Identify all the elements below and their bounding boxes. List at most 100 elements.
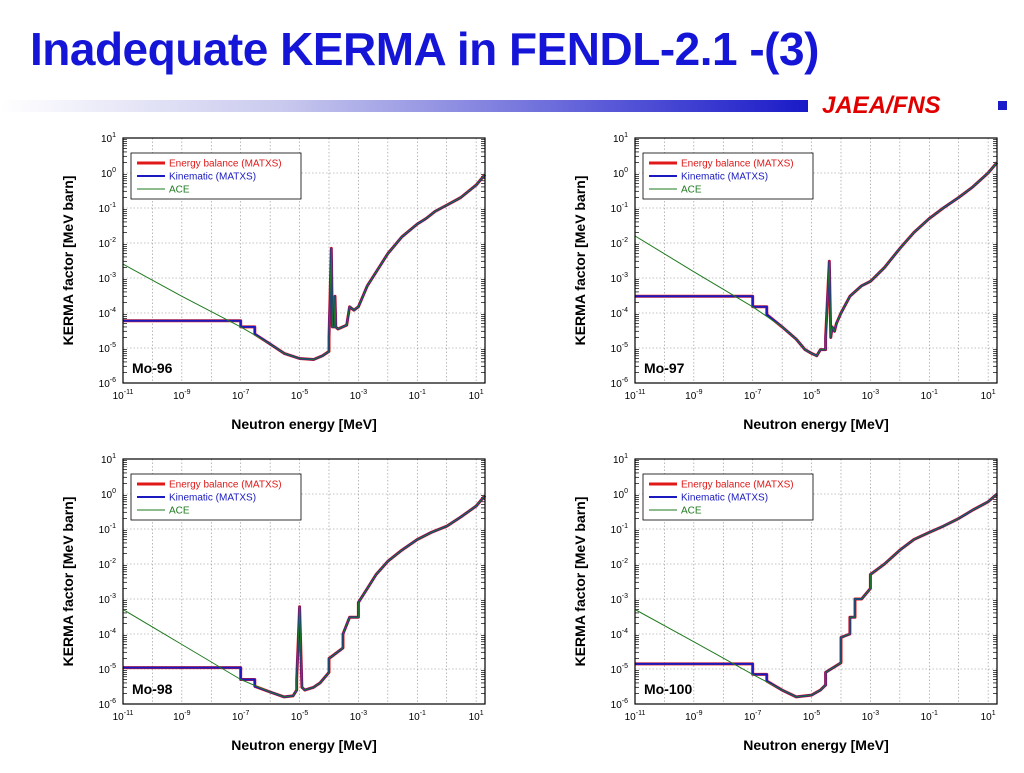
y-tick-label: 10-3 <box>611 593 628 606</box>
plot-frame <box>122 458 486 705</box>
y-axis-label: KERMA factor [MeV barn] <box>60 497 76 667</box>
y-tick-label: 10-5 <box>99 342 116 355</box>
x-tick-label: 10-5 <box>291 710 308 723</box>
x-tick-label: 10-5 <box>803 710 820 723</box>
y-axis-label: KERMA factor [MeV barn] <box>572 497 588 667</box>
y-tick-label: 100 <box>101 488 116 501</box>
y-tick-label: 10-4 <box>611 307 628 320</box>
y-tick-label: 10-1 <box>611 523 628 536</box>
x-tick-label: 10-5 <box>803 389 820 402</box>
y-tick-label: 100 <box>101 167 116 180</box>
x-tick-label: 10-3 <box>350 389 367 402</box>
x-tick-label: 10-11 <box>625 710 646 723</box>
x-axis-label: Neutron energy [MeV] <box>743 416 888 432</box>
legend-label: Kinematic (MATXS) <box>169 493 256 504</box>
series-line-ace <box>634 493 998 698</box>
minor-ticks <box>123 460 485 694</box>
x-tick-label: 10-9 <box>685 389 702 402</box>
y-tick-label: 10-6 <box>611 377 628 390</box>
y-axis-label: KERMA factor [MeV barn] <box>60 176 76 346</box>
legend-label: ACE <box>681 185 702 196</box>
x-tick-label: 10-1 <box>921 710 938 723</box>
legend-label: Kinematic (MATXS) <box>681 172 768 183</box>
y-tick-label: 10-2 <box>611 237 628 250</box>
brand-label: JAEA/FNS <box>822 92 941 119</box>
chart-svg: 10-11 10-9 10-7 10-5 10-3 10-1 101 10-6 10-5 10-4… <box>60 132 487 432</box>
plot-frame <box>634 458 998 705</box>
y-tick-label: 10-5 <box>611 342 628 355</box>
y-tick-label: 100 <box>613 488 628 501</box>
chart-panel-mo98: 10-11 10-9 10-7 10-5 10-3 10-1 101 10-6 10-5 10-4… <box>0 446 512 768</box>
y-tick-label: 10-1 <box>99 523 116 536</box>
grid-lines <box>123 459 485 704</box>
x-tick-label: 10-1 <box>921 389 938 402</box>
x-tick-label: 10-7 <box>744 710 761 723</box>
minor-ticks <box>635 139 997 373</box>
y-axis-label: KERMA factor [MeV barn] <box>572 176 588 346</box>
x-tick-label: 101 <box>469 389 484 402</box>
chart-svg: 10-11 10-9 10-7 10-5 10-3 10-1 101 10-6 10-5 10-4… <box>60 453 487 753</box>
chart-panel-mo97: 10-11 10-9 10-7 10-5 10-3 10-1 101 10-6 10-5 10-4… <box>512 125 1024 447</box>
x-tick-label: 10-9 <box>173 389 190 402</box>
x-tick-label: 10-7 <box>232 389 249 402</box>
legend-label: Energy balance (MATXS) <box>169 480 282 491</box>
chart-svg: 10-11 10-9 10-7 10-5 10-3 10-1 101 10-6 10-5 10-4… <box>572 453 998 753</box>
x-tick-label: 10-9 <box>173 710 190 723</box>
y-tick-label: 10-1 <box>99 202 116 215</box>
isotope-label: Mo-100 <box>644 681 692 697</box>
legend: Energy balance (MATXS) Kinematic (MATXS) A… <box>642 152 814 200</box>
y-tick-label: 10-1 <box>611 202 628 215</box>
x-tick-label: 10-1 <box>409 710 426 723</box>
y-tick-label: 101 <box>613 132 628 145</box>
plot-frame <box>634 137 998 384</box>
y-tick-label: 10-3 <box>99 593 116 606</box>
minor-ticks <box>635 460 997 694</box>
y-tick-label: 10-6 <box>99 698 116 711</box>
y-tick-label: 101 <box>101 132 116 145</box>
legend-label: Kinematic (MATXS) <box>169 172 256 183</box>
y-tick-label: 100 <box>613 167 628 180</box>
isotope-label: Mo-98 <box>132 681 173 697</box>
y-tick-label: 10-6 <box>611 698 628 711</box>
y-tick-label: 101 <box>101 453 116 466</box>
y-tick-label: 10-6 <box>99 377 116 390</box>
legend-label: ACE <box>169 506 190 517</box>
x-tick-label: 10-11 <box>113 389 134 402</box>
chart-svg: 10-11 10-9 10-7 10-5 10-3 10-1 101 10-6 10-5 10-4… <box>572 132 999 432</box>
x-tick-label: 10-11 <box>113 710 134 723</box>
x-tick-label: 10-7 <box>744 389 761 402</box>
x-tick-label: 10-11 <box>625 389 646 402</box>
x-tick-label: 10-1 <box>409 389 426 402</box>
minor-ticks <box>123 139 485 373</box>
legend-label: Kinematic (MATXS) <box>681 493 768 504</box>
legend-label: Energy balance (MATXS) <box>169 159 282 170</box>
chart-panel-mo100: 10-11 10-9 10-7 10-5 10-3 10-1 101 10-6 10-5 10-4… <box>512 446 1024 768</box>
y-tick-label: 10-5 <box>99 663 116 676</box>
x-tick-label: 10-9 <box>685 710 702 723</box>
x-tick-label: 101 <box>981 389 996 402</box>
legend-label: Energy balance (MATXS) <box>681 159 794 170</box>
y-tick-label: 10-3 <box>611 272 628 285</box>
y-tick-label: 10-4 <box>611 628 628 641</box>
y-tick-label: 10-4 <box>99 628 116 641</box>
x-tick-label: 10-5 <box>291 389 308 402</box>
y-tick-label: 10-5 <box>611 663 628 676</box>
slide-title: Inadequate KERMA in FENDL-2.1 -(3) <box>30 23 819 75</box>
y-tick-label: 10-2 <box>611 558 628 571</box>
legend: Energy balance (MATXS) Kinematic (MATXS) A… <box>642 473 814 521</box>
legend-label: Energy balance (MATXS) <box>681 480 794 491</box>
x-tick-label: 10-3 <box>862 389 879 402</box>
isotope-label: Mo-96 <box>132 360 173 376</box>
series-line-ace <box>122 174 486 360</box>
y-tick-label: 10-2 <box>99 558 116 571</box>
series-line-ace <box>122 495 486 698</box>
y-tick-label: 10-3 <box>99 272 116 285</box>
x-tick-label: 10-3 <box>350 710 367 723</box>
brand-square-icon <box>998 101 1007 110</box>
y-tick-label: 101 <box>613 453 628 466</box>
legend: Energy balance (MATXS) Kinematic (MATXS) A… <box>130 473 302 521</box>
x-tick-label: 10-7 <box>232 710 249 723</box>
legend: Energy balance (MATXS) Kinematic (MATXS) A… <box>130 152 302 200</box>
x-axis-label: Neutron energy [MeV] <box>743 737 888 753</box>
x-axis-label: Neutron energy [MeV] <box>231 737 376 753</box>
